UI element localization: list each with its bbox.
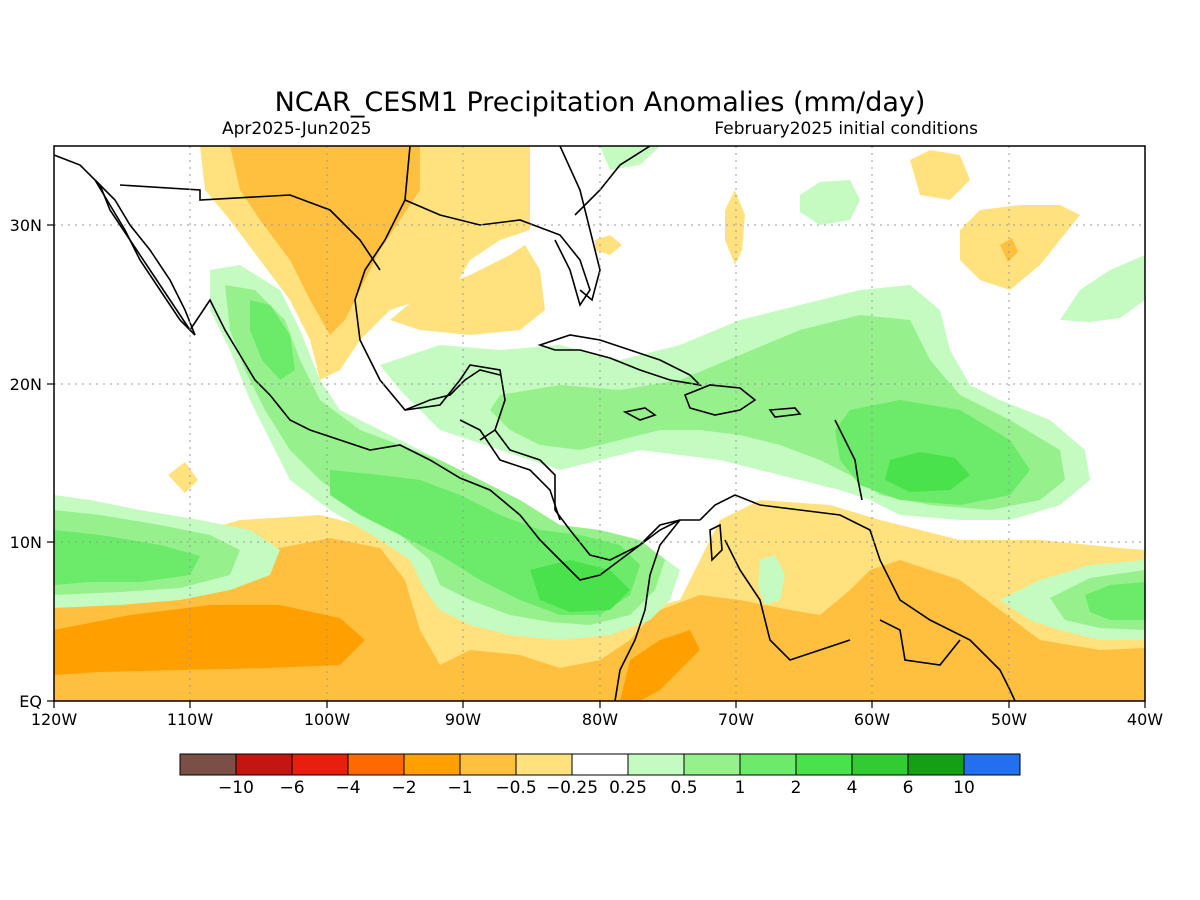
colorbar-swatch — [851, 753, 909, 776]
colorbar-label: −0.5 — [495, 778, 536, 798]
border-us-mexico — [119, 184, 381, 271]
colorbar-boxes — [179, 753, 1021, 776]
colorbar: −10 −6 −4 −2 −1 −0.5 −0.25 0.25 0.5 1 2 4 6 10 — [179, 753, 1021, 798]
colorbar-label: 4 — [847, 778, 858, 798]
forecast-period: Apr2025-Jun2025 — [222, 119, 372, 139]
dry-core-south-america — [620, 630, 700, 701]
wet-atlantic-north-1 — [800, 180, 860, 225]
coast-cuba — [537, 334, 703, 387]
lon-label: 40W — [1127, 710, 1163, 729]
axis-ticks — [47, 224, 1146, 708]
colorbar-label: −6 — [279, 778, 304, 798]
initial-conditions: February2025 initial conditions — [714, 119, 978, 139]
wet-pacific-west-core — [54, 530, 200, 585]
dry-north-america-mid — [230, 146, 420, 335]
lat-label: 20N — [10, 375, 42, 394]
colorbar-label: −10 — [218, 778, 254, 798]
colorbar-label: 0.5 — [670, 778, 697, 798]
lon-label: 90W — [445, 710, 481, 729]
wet-venezuela-patch — [758, 555, 785, 605]
border-central-america — [459, 419, 561, 521]
wet-atlantic-north-2 — [1060, 255, 1145, 322]
colorbar-label: −1 — [447, 778, 472, 798]
border-guianas — [879, 619, 961, 666]
lat-label: 10N — [10, 533, 42, 552]
colorbar-label: 10 — [953, 778, 975, 798]
colorbar-swatch — [179, 753, 237, 776]
lon-label: 70W — [718, 710, 754, 729]
coast-us-gulf — [404, 199, 591, 307]
coast-jamaica — [622, 407, 657, 421]
latitude-labels: 30N 20N 10N EQ — [10, 216, 42, 711]
wet-panama-peak — [530, 560, 630, 612]
lon-label: 80W — [582, 710, 618, 729]
colorbar-swatch — [795, 753, 853, 776]
lat-label: EQ — [19, 692, 42, 711]
wet-atlantic-east-core — [1085, 582, 1145, 620]
lon-label: 100W — [304, 710, 351, 729]
colorbar-swatch — [347, 753, 405, 776]
colorbar-swatch — [571, 753, 629, 776]
dry-atlantic-core — [1000, 238, 1018, 262]
colorbar-label: 6 — [903, 778, 914, 798]
colorbar-label: −0.25 — [546, 778, 598, 798]
colorbar-swatch — [683, 753, 741, 776]
coast-south-america — [699, 494, 1016, 701]
dry-atlantic-1 — [960, 205, 1080, 290]
dry-atlantic-2 — [910, 150, 970, 200]
coast-maracaibo — [709, 523, 723, 562]
wet-caribbean-core — [835, 400, 1030, 505]
lon-label: 60W — [854, 710, 890, 729]
colorbar-swatch — [235, 753, 293, 776]
border-venezuela-colombia — [724, 539, 851, 661]
coast-colombia-west — [614, 519, 681, 701]
coast-baja — [94, 179, 196, 336]
wet-caribbean-peak — [885, 452, 970, 492]
colorbar-labels: −10 −6 −4 −2 −1 −0.5 −0.25 0.25 0.5 1 2 4 6 10 — [218, 778, 975, 798]
colorbar-label: 1 — [735, 778, 746, 798]
wet-central-america-core — [250, 300, 295, 380]
colorbar-swatch — [627, 753, 685, 776]
colorbar-swatch — [403, 753, 461, 776]
longitude-labels: 120W 110W 100W 90W 80W 70W 60W 50W 40W — [31, 710, 1163, 729]
lon-label: 120W — [31, 710, 78, 729]
lat-label: 30N — [10, 216, 42, 235]
coast-us-east — [574, 146, 651, 216]
colorbar-swatch — [459, 753, 517, 776]
lon-label: 50W — [991, 710, 1027, 729]
colorbar-label: 2 — [791, 778, 802, 798]
colorbar-label: −2 — [391, 778, 416, 798]
dry-atlantic-3 — [725, 190, 745, 265]
map-title: NCAR_CESM1 Precipitation Anomalies (mm/d… — [275, 87, 926, 118]
colorbar-swatch — [907, 753, 965, 776]
colorbar-swatch — [739, 753, 797, 776]
coast-florida — [559, 146, 601, 302]
coast-yucatan — [404, 369, 501, 411]
coast-lesser-antilles — [834, 419, 863, 501]
colorbar-swatch — [291, 753, 349, 776]
coast-puerto-rico — [768, 407, 802, 418]
coast-hispaniola — [683, 384, 757, 416]
anomaly-field — [54, 146, 1145, 701]
dry-florida-patch — [595, 235, 622, 255]
lat-lon-grid — [54, 146, 1145, 701]
coast-pacific-mexico — [54, 154, 681, 581]
dry-band-south-core — [54, 605, 365, 675]
coastlines — [54, 146, 1016, 701]
lon-label: 110W — [167, 710, 214, 729]
colorbar-swatch — [963, 753, 1021, 776]
dry-gulf-plume — [390, 245, 545, 335]
colorbar-swatch — [515, 753, 573, 776]
colorbar-label: −4 — [335, 778, 360, 798]
colorbar-label: 0.25 — [609, 778, 647, 798]
